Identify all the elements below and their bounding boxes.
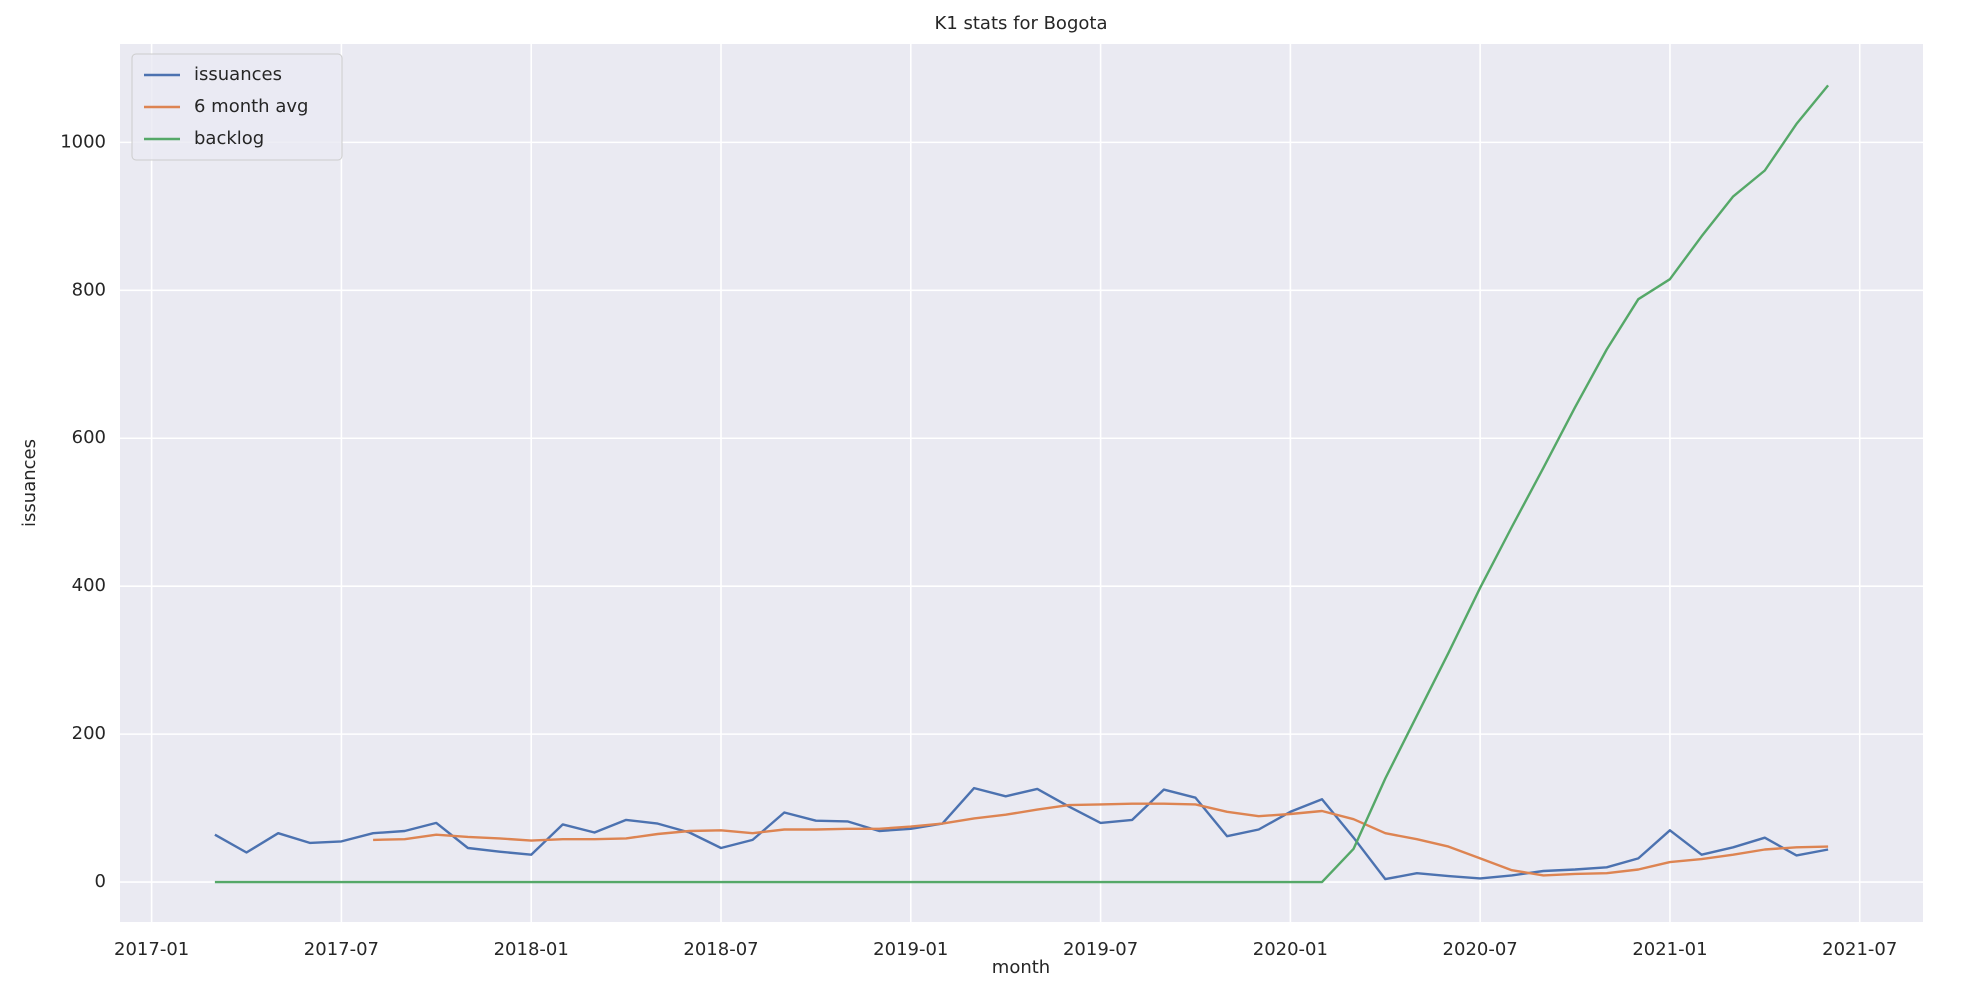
x-tick-label: 2018-01 [494, 939, 569, 960]
x-tick-label: 2020-01 [1253, 939, 1328, 960]
legend-label: 6 month avg [194, 96, 308, 117]
x-axis-label: month [992, 957, 1050, 978]
y-tick-label: 800 [72, 279, 106, 300]
line [214, 84, 1830, 884]
y-axis-label: issuances [19, 439, 40, 527]
legend-box [131, 53, 343, 161]
y-tick-label: 1000 [60, 131, 106, 152]
legend-label: backlog [194, 128, 264, 149]
y-tick-label: 400 [72, 575, 106, 596]
x-tick-label: 2019-01 [873, 939, 948, 960]
line [373, 802, 1829, 877]
x-tick-label: 2020-07 [1443, 939, 1518, 960]
y-tick-label: 600 [72, 427, 106, 448]
legend-label: issuances [194, 64, 282, 85]
chart-title: K1 stats for Bogota [935, 13, 1108, 34]
x-tick-label: 2017-01 [114, 939, 189, 960]
plot-area [120, 44, 1923, 922]
x-tick-label: 2021-07 [1822, 939, 1897, 960]
x-tick-label: 2017-07 [304, 939, 379, 960]
x-tick-label: 2018-07 [683, 939, 758, 960]
y-tick-label: 200 [72, 723, 106, 744]
y-tick-label: 0 [95, 871, 106, 892]
x-tick-label: 2019-07 [1063, 939, 1138, 960]
line [214, 786, 1829, 881]
x-tick-label: 2021-01 [1632, 939, 1707, 960]
